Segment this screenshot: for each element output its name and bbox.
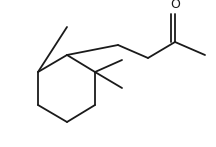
Text: O: O [170, 0, 180, 11]
